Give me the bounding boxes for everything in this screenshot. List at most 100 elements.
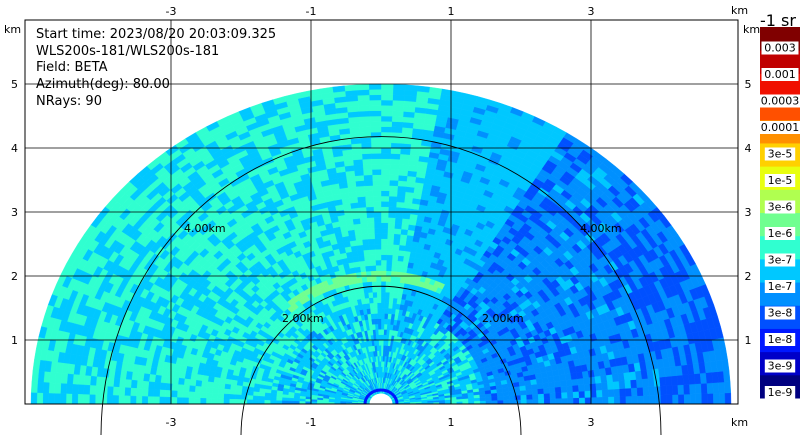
range-gate-cell: [387, 313, 392, 320]
range-gate-cell: [567, 397, 574, 404]
range-gate-cell: [520, 399, 528, 404]
range-gate-cell: [369, 115, 382, 122]
range-gate-cell: [584, 390, 592, 398]
range-gate-cell: [389, 179, 399, 187]
range-gate-cell: [543, 392, 551, 400]
range-gate-cell: [364, 195, 374, 203]
range-gate-cell: [388, 297, 394, 304]
range-gate-cell: [525, 384, 533, 391]
range-gate-cell: [400, 223, 409, 230]
range-gate-cell: [706, 382, 714, 394]
range-gate-cell: [358, 260, 366, 267]
range-gate-cell: [383, 329, 387, 336]
range-gate-cell: [525, 389, 533, 395]
range-gate-cell: [401, 261, 409, 268]
range-gate-cell: [387, 233, 395, 240]
range-gate-cell: [374, 238, 382, 245]
range-gate-cell: [392, 99, 405, 107]
range-gate-cell: [712, 382, 720, 394]
range-gate-cell: [391, 126, 403, 133]
range-gate-cell: [608, 396, 615, 404]
range-gate-cell: [369, 121, 382, 128]
range-gate-cell: [596, 389, 603, 398]
range-gate-cell: [361, 153, 372, 160]
range-gate-cell: [398, 169, 409, 177]
range-gate-cell: [362, 163, 373, 171]
range-gate-cell: [389, 174, 399, 181]
range-gate-cell: [630, 379, 638, 389]
range-gate-cell: [380, 238, 388, 245]
range-gate-cell: [561, 391, 568, 399]
range-gate-cell: [689, 383, 697, 395]
range-gate-cell: [390, 265, 398, 272]
range-gate-cell: [372, 179, 382, 186]
range-gate-cell: [224, 378, 232, 385]
range-gate-cell: [380, 137, 392, 144]
range-gate-cell: [360, 137, 372, 144]
range-gate-cell: [368, 243, 376, 250]
range-gate-cell: [548, 381, 556, 389]
range-gate-cell: [380, 361, 383, 367]
range-gate-cell: [369, 254, 376, 261]
range-gate-cell: [392, 244, 400, 251]
range-gate-cell: [532, 393, 539, 400]
range-gate-cell: [380, 190, 390, 197]
range-gate-cell: [388, 190, 398, 197]
range-gate-cell: [380, 265, 387, 271]
range-gate-cell: [370, 275, 377, 282]
range-gate-cell: [377, 307, 382, 314]
range-gate-cell: [380, 169, 391, 176]
range-gate-cell: [357, 99, 370, 107]
range-gate-cell: [353, 228, 362, 236]
range-gate-cell: [584, 397, 592, 404]
range-gate-cell: [625, 387, 632, 397]
range-gate-cell: [388, 185, 398, 192]
range-gate-cell: [723, 370, 731, 383]
range-gate-cell: [374, 233, 382, 240]
range-gate-cell: [526, 398, 533, 404]
range-gate-cell: [355, 180, 365, 187]
range-gate-cell: [380, 174, 391, 181]
range-gate-cell: [370, 265, 377, 272]
range-gate-cell: [368, 249, 376, 256]
range-gate-cell: [385, 270, 392, 277]
range-gate-cell: [380, 99, 393, 106]
range-gate-cell: [391, 110, 404, 117]
range-gate-cell: [630, 387, 638, 397]
range-gate-cell: [344, 84, 358, 92]
range-gate-cell: [350, 143, 362, 150]
range-gate-cell: [367, 286, 373, 293]
range-gate-cell: [351, 212, 360, 220]
range-gate-cell: [641, 378, 649, 388]
range-gate-cell: [354, 174, 365, 182]
range-gate-cell: [571, 378, 579, 386]
range-gate-cell: [219, 377, 227, 385]
range-gate-cell: [380, 307, 385, 314]
range-gate-cell: [590, 396, 598, 404]
range-gate-cell: [643, 395, 650, 404]
range-gate-cell: [537, 388, 545, 395]
range-gate-cell: [383, 334, 387, 341]
range-gate-cell: [355, 185, 365, 193]
range-gate-cell: [724, 381, 732, 394]
range-gate-cell: [380, 291, 386, 298]
range-gate-cell: [380, 121, 393, 128]
range-gate-cell: [654, 394, 662, 404]
range-gate-cell: [619, 388, 627, 397]
range-gate-cell: [682, 374, 690, 385]
range-gate-cell: [380, 302, 386, 309]
range-gate-cell: [366, 211, 375, 219]
range-gate-cell: [384, 297, 390, 304]
range-gate-cell: [371, 286, 377, 293]
range-gate-cell: [660, 394, 667, 404]
range-gate-cell: [371, 169, 382, 176]
range-gate-cell: [601, 382, 609, 391]
range-gate-cell: [394, 217, 403, 224]
range-gate-cell: [392, 238, 401, 246]
range-gate-cell: [362, 169, 373, 176]
range-gate-cell: [578, 390, 586, 398]
range-gate-cell: [380, 323, 385, 330]
range-gate-cell: [497, 395, 504, 401]
range-gate-cell: [485, 396, 493, 401]
